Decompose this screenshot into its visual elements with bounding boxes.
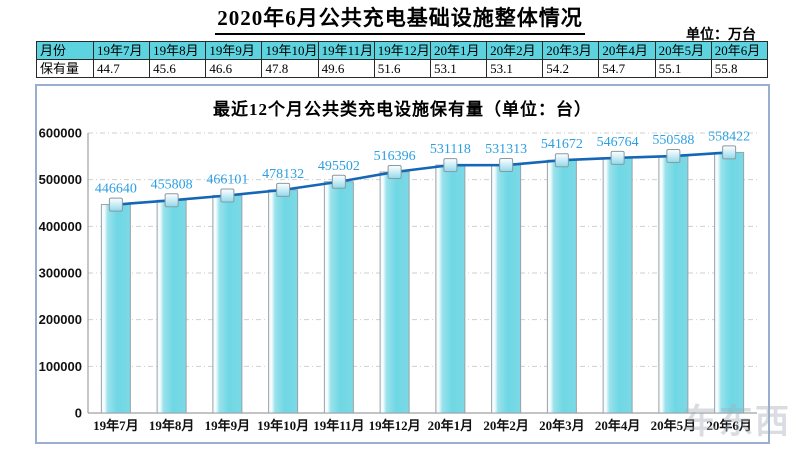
y-axis-label: 500000 — [39, 172, 82, 187]
marker — [499, 158, 514, 173]
data-label: 531313 — [485, 142, 527, 157]
table-month-cell: 20年5月 — [654, 41, 712, 60]
bar — [435, 164, 466, 414]
table-month-cell: 20年2月 — [486, 41, 544, 60]
bar — [602, 157, 633, 414]
table-value-cell: 51.6 — [373, 59, 431, 78]
marker — [387, 165, 402, 180]
x-axis-label: 20年5月 — [651, 418, 697, 433]
table-month-cell: 19年12月 — [373, 41, 431, 60]
marker — [164, 193, 179, 208]
marker — [331, 174, 346, 189]
table-value-cell: 49.6 — [317, 59, 375, 78]
data-label: 455808 — [151, 177, 193, 192]
table-value-cell: 45.6 — [149, 59, 207, 78]
table-header-cell: 月份 — [36, 41, 94, 60]
watermark: 车东西 — [683, 404, 791, 441]
bar — [546, 159, 577, 414]
x-axis-label: 19年9月 — [205, 418, 251, 433]
bar — [212, 194, 243, 414]
bar — [379, 171, 410, 414]
y-axis-label: 200000 — [39, 312, 82, 327]
y-axis-label: 600000 — [39, 126, 82, 141]
data-label: 446640 — [95, 182, 137, 197]
marker — [722, 145, 737, 160]
table-value-cell: 55.8 — [710, 59, 769, 78]
chart-plot: 0 100000 200000 300000 400000 500000 600000 446… — [39, 126, 757, 433]
data-label: 541672 — [541, 137, 583, 152]
table-month-cell: 20年1月 — [429, 41, 488, 60]
table-value-cell: 46.6 — [205, 59, 263, 78]
table-month-cell: 20年3月 — [542, 41, 600, 60]
trend-line — [115, 151, 730, 206]
data-label: 546764 — [597, 135, 639, 150]
x-axis-label: 20年1月 — [428, 418, 474, 433]
table-header-row: 月份 19年7月 19年8月 19年9月 19年10月 19年11月 19年12月 20年1… — [36, 41, 769, 60]
table-month-cell: 19年11月 — [317, 41, 375, 60]
table-month-cell: 19年7月 — [92, 41, 151, 60]
page-title: 2020年6月公共充电基础设施整体情况 — [215, 2, 585, 35]
data-label: 531118 — [430, 142, 471, 157]
table-value-cell: 54.2 — [542, 59, 600, 78]
x-axis-label: 20年6月 — [706, 418, 752, 433]
x-axis-label: 19年12月 — [369, 418, 421, 433]
data-label: 478132 — [262, 167, 304, 182]
holdings-table: 月份 19年7月 19年8月 19年9月 19年10月 19年11月 19年12月 20年1… — [36, 41, 769, 78]
x-axis-label: 20年2月 — [483, 418, 529, 433]
page-title-wrap: 2020年6月公共充电基础设施整体情况 — [0, 2, 800, 35]
table-value-row: 保有量 44.7 45.6 46.6 47.8 49.6 51.6 53.1 53.1 54.2… — [36, 59, 769, 78]
marker — [610, 150, 625, 165]
bar — [658, 155, 689, 414]
bar — [323, 181, 354, 414]
table-month-cell: 20年6月 — [710, 41, 769, 60]
table-month-cell: 19年8月 — [149, 41, 207, 60]
table-value-cell: 54.7 — [598, 59, 656, 78]
table-header-cell: 保有量 — [36, 59, 94, 78]
bar — [100, 204, 131, 414]
y-axis-label: 400000 — [39, 219, 82, 234]
bar — [714, 151, 745, 414]
marker — [443, 158, 458, 173]
chart-panel: 最近12个月公共类充电设施保有量（单位：台） 0 100000 200000 3000… — [35, 84, 770, 444]
x-axis-label: 20年3月 — [539, 418, 585, 433]
marker — [220, 188, 235, 203]
x-axis-label: 19年10月 — [257, 418, 309, 433]
y-axis-label: 300000 — [39, 266, 82, 281]
data-label: 516396 — [374, 149, 416, 164]
marker — [276, 182, 291, 197]
marker — [554, 153, 569, 168]
table-value-cell: 53.1 — [486, 59, 544, 78]
table-value-cell: 44.7 — [92, 59, 151, 78]
data-label: 466101 — [206, 172, 248, 187]
x-axis-label: 20年4月 — [595, 418, 641, 433]
table-value-cell: 55.1 — [654, 59, 712, 78]
chart-title: 最近12个月公共类充电设施保有量（单位：台） — [213, 100, 592, 119]
unit-label: 单位：万台 — [686, 28, 756, 43]
data-label: 495502 — [318, 159, 360, 174]
chart-canvas: 0 100000 200000 300000 400000 500000 600000 446… — [39, 126, 757, 433]
x-axis-label: 19年7月 — [93, 418, 139, 433]
table-month-cell: 19年10月 — [261, 41, 319, 60]
bar — [268, 189, 299, 414]
table-value-cell: 47.8 — [261, 59, 319, 78]
marker — [108, 197, 123, 212]
marker — [666, 149, 681, 164]
bar — [491, 164, 522, 414]
table-value-cell: 53.1 — [429, 59, 488, 78]
y-axis-label: 0 — [75, 406, 82, 421]
data-label: 550588 — [652, 133, 694, 148]
y-axis-label: 100000 — [39, 359, 82, 374]
table-month-cell: 20年4月 — [598, 41, 656, 60]
x-axis-label: 19年8月 — [149, 418, 195, 433]
bar — [156, 199, 187, 414]
x-axis-label: 19年11月 — [313, 418, 364, 433]
data-label: 558422 — [708, 129, 750, 144]
table-month-cell: 19年9月 — [205, 41, 263, 60]
